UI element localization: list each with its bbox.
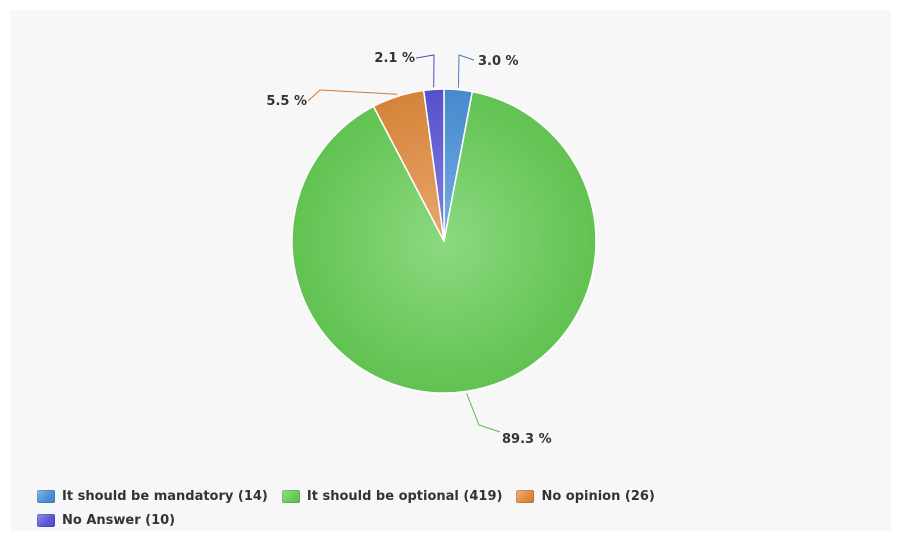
slice-percent-label-3: 5.5 % bbox=[266, 94, 307, 109]
legend-label: No opinion (26) bbox=[541, 488, 655, 504]
legend-swatch bbox=[37, 489, 55, 503]
legend-row-1: It should be mandatory (14) It should be … bbox=[37, 484, 877, 508]
leader-line-1 bbox=[457, 54, 475, 88]
legend-swatch bbox=[37, 513, 55, 527]
legend-label: It should be optional (419) bbox=[306, 488, 503, 504]
legend-row-2: No Answer (10) bbox=[37, 508, 877, 532]
legend-item-2[interactable]: It should be optional (419) bbox=[281, 488, 503, 504]
legend-swatch bbox=[516, 489, 535, 503]
label-leader-lines bbox=[307, 54, 501, 433]
legend-item-3[interactable]: No opinion (26) bbox=[516, 488, 655, 504]
pie-slice-4[interactable] bbox=[422, 88, 445, 242]
legend-swatch bbox=[281, 489, 300, 503]
legend-item-1[interactable]: It should be mandatory (14) bbox=[37, 489, 268, 504]
chart-area: 3.0 % 89.3 % 5.5 % 2.1 % It should be manda… bbox=[10, 10, 891, 531]
pie-slice-2[interactable] bbox=[291, 90, 597, 394]
legend-label: It should be mandatory (14) bbox=[62, 488, 268, 504]
leader-line-2 bbox=[466, 393, 501, 433]
pie-chart: 3.0 % 89.3 % 5.5 % 2.1 % bbox=[266, 51, 597, 447]
legend-item-4[interactable]: No Answer (10) bbox=[37, 513, 175, 528]
leader-line-3 bbox=[307, 89, 398, 102]
slice-percent-label-2: 89.3 % bbox=[502, 432, 552, 447]
slice-percent-label-4: 2.1 % bbox=[374, 51, 415, 66]
slice-percent-label-1: 3.0 % bbox=[478, 54, 519, 69]
slice-data-labels: 3.0 % 89.3 % 5.5 % 2.1 % bbox=[266, 51, 551, 447]
legend: It should be mandatory (14) It should be … bbox=[37, 484, 877, 532]
pie-slices bbox=[291, 88, 597, 394]
legend-label: No Answer (10) bbox=[62, 512, 176, 528]
leader-line-4 bbox=[415, 54, 435, 88]
